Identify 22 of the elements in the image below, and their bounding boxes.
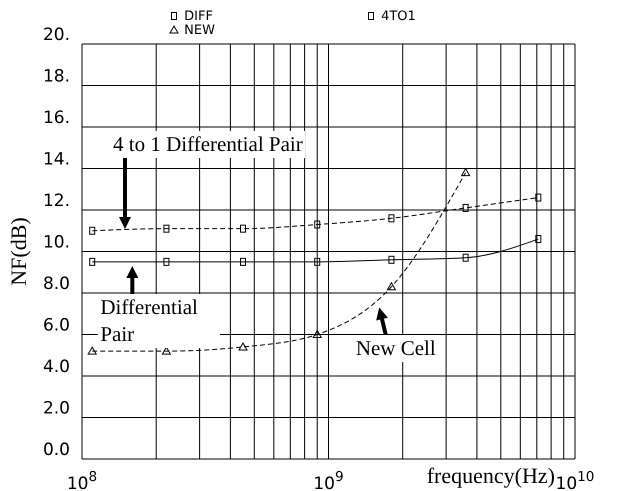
y-tick-label: 4.0 [42,357,70,377]
x-axis-title: frequency(Hz) [426,463,555,488]
y-tick-label: 12. [42,191,70,211]
y-tick-label: 10. [42,232,70,252]
y-tick-label: 20. [42,25,70,45]
y-tick-label: 18. [42,66,70,86]
annotation: New Cell [354,335,438,362]
y-tick-label: 6.0 [42,316,70,336]
x-tick-label: 10$^{9}$ [313,469,344,491]
y-tick-label: 14. [42,150,70,170]
annotation: Differential Pair [98,294,220,348]
y-tick-label: 0.0 [42,440,70,460]
legend-label: DIFF [183,9,214,24]
x-tick-label: 10$^{10}$ [556,469,594,491]
y-axis-title: NF(dB) [6,217,31,286]
x-tick-label: 10$^{8}$ [66,469,98,491]
annotation: 4 to 1 Differential Pair [111,131,305,158]
y-tick-label: 8.0 [42,274,70,294]
y-tick-label: 2.0 [42,398,70,418]
legend-label: 4TO1 [380,9,416,24]
y-tick-label: 16. [42,108,70,128]
legend-label: NEW [183,23,215,38]
